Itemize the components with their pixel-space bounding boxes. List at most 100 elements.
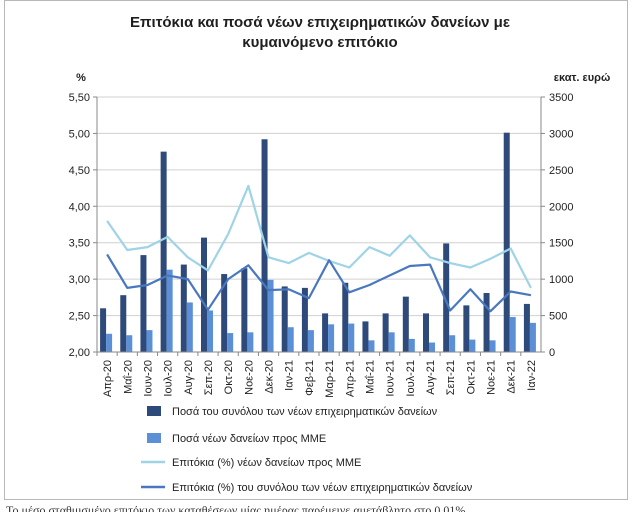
bar-total-loans (120, 295, 127, 352)
bar-total-loans (342, 282, 349, 352)
left-tick-label: 5,50 (69, 92, 90, 104)
bar-total-loans (523, 303, 530, 352)
legend-swatch (147, 433, 161, 443)
line-sme-rate (106, 184, 532, 289)
bar-total-loans (423, 313, 429, 352)
category-label: Ιουλ-20 (163, 360, 175, 397)
category-labels: Απρ-20 Μαΐ-20 Ιουν-20 Ιουλ-20 Αυγ-20 Σεπ-20 Οκ… (102, 360, 538, 398)
right-tick-label: 500 (549, 311, 567, 323)
bar-total-loans (463, 305, 470, 352)
bar-sme-loans (126, 335, 133, 352)
category-label: Ιουλ-21 (405, 360, 417, 397)
legend: Ποσά του συνόλου των νέων επιχειρηματικώ… (141, 406, 473, 494)
bar-total-loans (362, 321, 369, 352)
bar-sme-loans (489, 340, 496, 352)
chart-title-line: Επιτόκια και ποσά νέων επιχειρηματικών δ… (130, 14, 510, 31)
chart-title: Επιτόκια και ποσά νέων επιχειρηματικών δ… (130, 14, 510, 51)
bar-sme-loans (348, 323, 355, 352)
bar-sme-loans (509, 317, 516, 352)
bar-sme-loans (469, 339, 476, 352)
bar-total-loans (140, 255, 147, 352)
category-label: Οκτ-21 (465, 360, 477, 394)
bar-total-loans (241, 268, 248, 352)
category-label: Δεκ-21 (506, 360, 518, 394)
chart-canvas: Επιτόκια και ποσά νέων επιχειρηματικών δ… (69, 14, 611, 494)
bar-sme-loans (227, 333, 234, 352)
category-label: Αυγ-20 (183, 360, 195, 395)
legend-label: Ποσά του συνόλου των νέων επιχειρηματικώ… (172, 406, 438, 418)
bar-total-loans (322, 313, 329, 352)
right-tick-label: 2000 (549, 201, 573, 213)
right-tick-label: 1000 (549, 274, 573, 286)
bar-total-loans (443, 243, 450, 352)
left-tick-label: 2,00 (69, 347, 90, 359)
left-tick-label: 4,50 (69, 165, 90, 177)
right-axis-ticks: 0 500 1000 1500 2000 2500 3000 3500 (549, 92, 573, 359)
left-axis-ticks: 2,00 2,50 3,00 3,50 4,00 4,50 5,00 5,50 (69, 92, 90, 359)
footer-paragraph: Το μέσο σταθμισμένο επιτόκιο των καταθέσ… (6, 503, 466, 512)
left-tick-label: 5,00 (69, 128, 90, 140)
bar-sme-loans (408, 338, 415, 352)
bar-sme-loans (449, 335, 456, 352)
bar-total-loans (483, 292, 490, 352)
bar-total-loans (281, 286, 288, 352)
bar-total-loans (180, 264, 187, 352)
right-tick-label: 0 (549, 347, 555, 359)
legend-label: Επιτόκια (%) νέων δανείων προς ΜΜΕ (172, 457, 361, 469)
chart-frame: Επιτόκια και ποσά νέων επιχειρηματικών δ… (4, 0, 628, 500)
lines (106, 184, 532, 313)
bar-sme-loans (207, 310, 213, 352)
right-tick-label: 3500 (549, 92, 573, 104)
bar-sme-loans (529, 322, 536, 352)
bar-sme-loans (106, 333, 113, 352)
category-label: Δεκ-20 (264, 360, 276, 394)
category-label: Οκτ-20 (223, 360, 235, 394)
category-label: Μαΐ-21 (364, 360, 376, 394)
bar-sme-loans (146, 330, 153, 352)
category-label: Σεπ-21 (445, 360, 457, 395)
category-label: Ιαν-22 (526, 360, 538, 391)
right-tick-label: 2500 (549, 165, 573, 177)
bar-sme-loans (368, 340, 375, 352)
bar-sme-loans (388, 332, 395, 352)
category-label: Απρ-21 (344, 360, 356, 397)
category-label: Σεπ-20 (203, 360, 215, 395)
legend-label: Επιτόκια (%) του συνόλου των νέων επιχει… (172, 482, 473, 494)
chart-title-line: κυμαινόμενο επιτόκιο (242, 34, 397, 51)
bar-total-loans (160, 151, 167, 352)
category-label: Μαΐ-20 (122, 360, 134, 394)
bar-sme-loans (307, 330, 314, 352)
bar-sme-loans (267, 279, 274, 352)
category-label: Ιουν-20 (142, 360, 154, 397)
category-label: Αυγ-21 (425, 360, 437, 395)
left-tick-label: 2,50 (69, 311, 90, 323)
right-axis-label: εκατ. ευρώ (554, 72, 611, 84)
legend-swatch (147, 406, 161, 416)
line-total-rate (106, 253, 532, 313)
bar-sme-loans (287, 327, 294, 352)
category-label: Απρ-20 (102, 360, 114, 397)
bar-total-loans (503, 132, 510, 352)
left-axis-label: % (76, 72, 86, 84)
axes: % εκατ. ευρώ (76, 72, 610, 356)
bar-sme-loans (247, 332, 254, 352)
bar-sme-loans (186, 302, 193, 352)
category-label: Ιουν-21 (385, 360, 397, 397)
legend-label: Ποσά νέων δανείων προς ΜΜΕ (172, 433, 326, 445)
bar-sme-loans (166, 269, 173, 352)
left-tick-label: 4,00 (69, 201, 90, 213)
bar-total-loans (382, 313, 389, 352)
category-label: Ιαν-21 (284, 360, 296, 391)
right-tick-label: 1500 (549, 238, 573, 250)
bar-sme-loans (328, 324, 335, 352)
bar-total-loans (221, 274, 228, 352)
left-tick-label: 3,50 (69, 238, 90, 250)
bar-sme-loans (429, 342, 435, 352)
category-label: Νοε-20 (243, 360, 255, 395)
category-label: Μαρ-21 (324, 360, 336, 398)
category-label: Φεβ-21 (304, 360, 316, 396)
bar-total-loans (301, 287, 308, 352)
right-tick-label: 3000 (549, 128, 573, 140)
category-label: Νοε-21 (486, 360, 498, 395)
bar-total-loans (201, 237, 207, 352)
